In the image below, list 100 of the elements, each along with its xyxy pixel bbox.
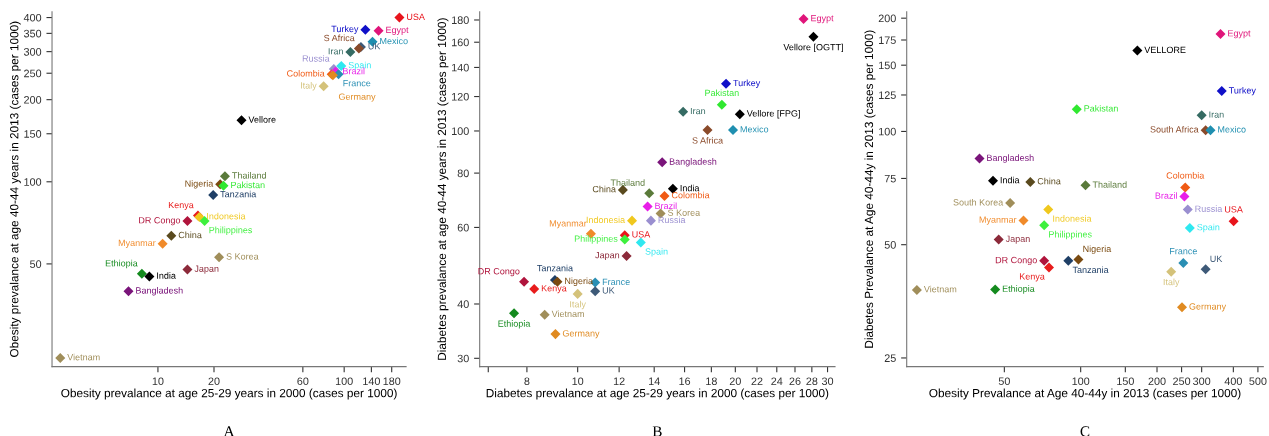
x-tick-label: 30 — [821, 377, 834, 386]
series-label: DR Congo — [478, 268, 520, 277]
series-label: Brazil — [655, 202, 677, 210]
x-tick-label: 18 — [706, 377, 717, 386]
series-label: Nigeria — [185, 180, 214, 189]
series-label: Kenya — [541, 285, 567, 294]
series-label: Russia — [1195, 205, 1223, 212]
y-axis-title: Diabetes Prevalance at Age 40-44y in 2013 (cases per 1000) — [864, 30, 876, 348]
text: A — [223, 426, 235, 436]
y-tick-label: 200 — [878, 14, 896, 23]
series-label: Mexico — [740, 125, 769, 133]
series-label: South Africa — [1150, 125, 1199, 133]
y-tick-label: 100 — [879, 127, 896, 136]
series-label: Vellore — [248, 116, 276, 123]
x-tick-label: 180 — [383, 377, 401, 386]
series-label: VELLORE — [1144, 46, 1186, 54]
series-label: Japan — [595, 252, 620, 261]
series-label: Turkey — [331, 25, 359, 34]
y-tick-label: 50 — [30, 260, 42, 268]
x-tick-label: 12 — [613, 377, 625, 385]
series-label: Italy — [570, 300, 586, 310]
series-label: DR Congo — [139, 217, 181, 226]
series-label: UK — [368, 43, 381, 50]
x-tick-label: 50 — [998, 377, 1010, 386]
series-label: Thailand — [1092, 181, 1127, 188]
x-tick-label: 400 — [1224, 377, 1242, 386]
series-label: UK — [602, 287, 615, 294]
series-label: Pakistan — [705, 89, 739, 97]
series-label: Ethiopia — [105, 259, 138, 269]
series-label: Brazil — [1155, 192, 1177, 199]
series-label: Kenya — [168, 201, 194, 210]
y-tick-label: 100 — [24, 178, 42, 186]
series-label: Philippines — [209, 226, 253, 235]
y-tick-label: 300 — [23, 47, 42, 56]
y-tick-label: 150 — [879, 61, 896, 70]
x-tick-label: 28 — [806, 377, 818, 386]
series-label: Tanzania — [537, 264, 574, 272]
series-label: Pakistan — [231, 181, 265, 189]
series-label: Spain — [1197, 223, 1220, 233]
x-tick-label: 300 — [1193, 377, 1211, 386]
x-tick-label: 14 — [649, 377, 660, 385]
y-tick-label: 50 — [884, 241, 896, 249]
x-tick-label: 10 — [152, 377, 164, 386]
series-label: Indonesia — [207, 212, 246, 220]
y-tick-label: 25 — [884, 354, 896, 362]
y-axis-title: Obesity prevalance at age 40-44 years in 2013 (cases per 1000) — [9, 21, 21, 357]
x-tick-label: 60 — [297, 377, 309, 386]
series-label: Colombia — [1166, 172, 1205, 179]
x-tick-label: 10 — [572, 377, 584, 386]
series-label: Egypt — [386, 26, 409, 35]
series-label: Vietnam — [551, 310, 584, 318]
x-tick-label: 140 — [363, 377, 380, 386]
series-label: S Africa — [692, 136, 724, 144]
x-tick-label: 500 — [1249, 377, 1267, 386]
series-label: Thailand — [232, 172, 266, 179]
x-tick-label: 22 — [751, 377, 763, 385]
series-label: Egypt — [1228, 30, 1251, 39]
x-tick-label: 250 — [1173, 377, 1191, 386]
y-tick-label: 400 — [23, 13, 42, 22]
x-tick-label: 20 — [729, 377, 741, 386]
y-tick-label: 80 — [457, 169, 469, 178]
x-tick-label: 16 — [679, 377, 691, 386]
series-label: Pakistan — [1084, 104, 1118, 112]
series-label: Bangladesh — [987, 154, 1034, 163]
series-label: Philippines — [574, 235, 618, 244]
x-axis-title: Obesity Prevalance at Age 40-44y in 2013 (cases per 1000) — [929, 388, 1241, 400]
y-tick-label: 200 — [24, 96, 42, 104]
y-tick-label: 150 — [24, 130, 42, 138]
text: C — [1080, 426, 1090, 436]
x-tick-label: 100 — [335, 377, 353, 386]
series-label: India — [680, 184, 700, 192]
y-tick-label: 160 — [452, 38, 469, 47]
series-label: France — [343, 80, 371, 87]
y-tick-label: 100 — [452, 127, 469, 135]
x-tick-label: 20 — [208, 377, 220, 386]
x-axis-title: Obesity prevalance at age 25-29 years in 2000 (cases per 1000) — [61, 388, 397, 400]
y-tick-label: 350 — [23, 29, 42, 38]
series-label: Turkey — [733, 79, 761, 88]
series-label: China — [178, 231, 202, 239]
x-tick-label: 8 — [524, 377, 530, 386]
series-label: Vellore [OGTT] — [783, 43, 843, 53]
series-label: S Korea — [667, 209, 701, 216]
series-label: Myanmar — [979, 216, 1017, 225]
series-label: China — [592, 185, 616, 193]
series-label: Bangladesh — [669, 158, 717, 167]
series-label: Myanmar — [118, 239, 156, 248]
series-label: Germany — [1189, 303, 1227, 312]
series-label: Mexico — [380, 37, 408, 45]
y-tick-label: 175 — [879, 36, 896, 45]
series-label: Russia — [658, 216, 686, 224]
series-label: South Korea — [953, 198, 1004, 206]
series-label: Ethiopia — [498, 320, 531, 329]
x-tick-label: 26 — [789, 377, 801, 386]
series-label: Vietnam — [67, 353, 100, 361]
series-label: USA — [407, 13, 425, 20]
y-tick-label: 30 — [457, 354, 469, 363]
text: B — [652, 426, 662, 436]
series-label: Japan — [1005, 235, 1030, 244]
y-tick-label: 125 — [879, 91, 896, 100]
x-tick-label: 100 — [1072, 377, 1090, 386]
